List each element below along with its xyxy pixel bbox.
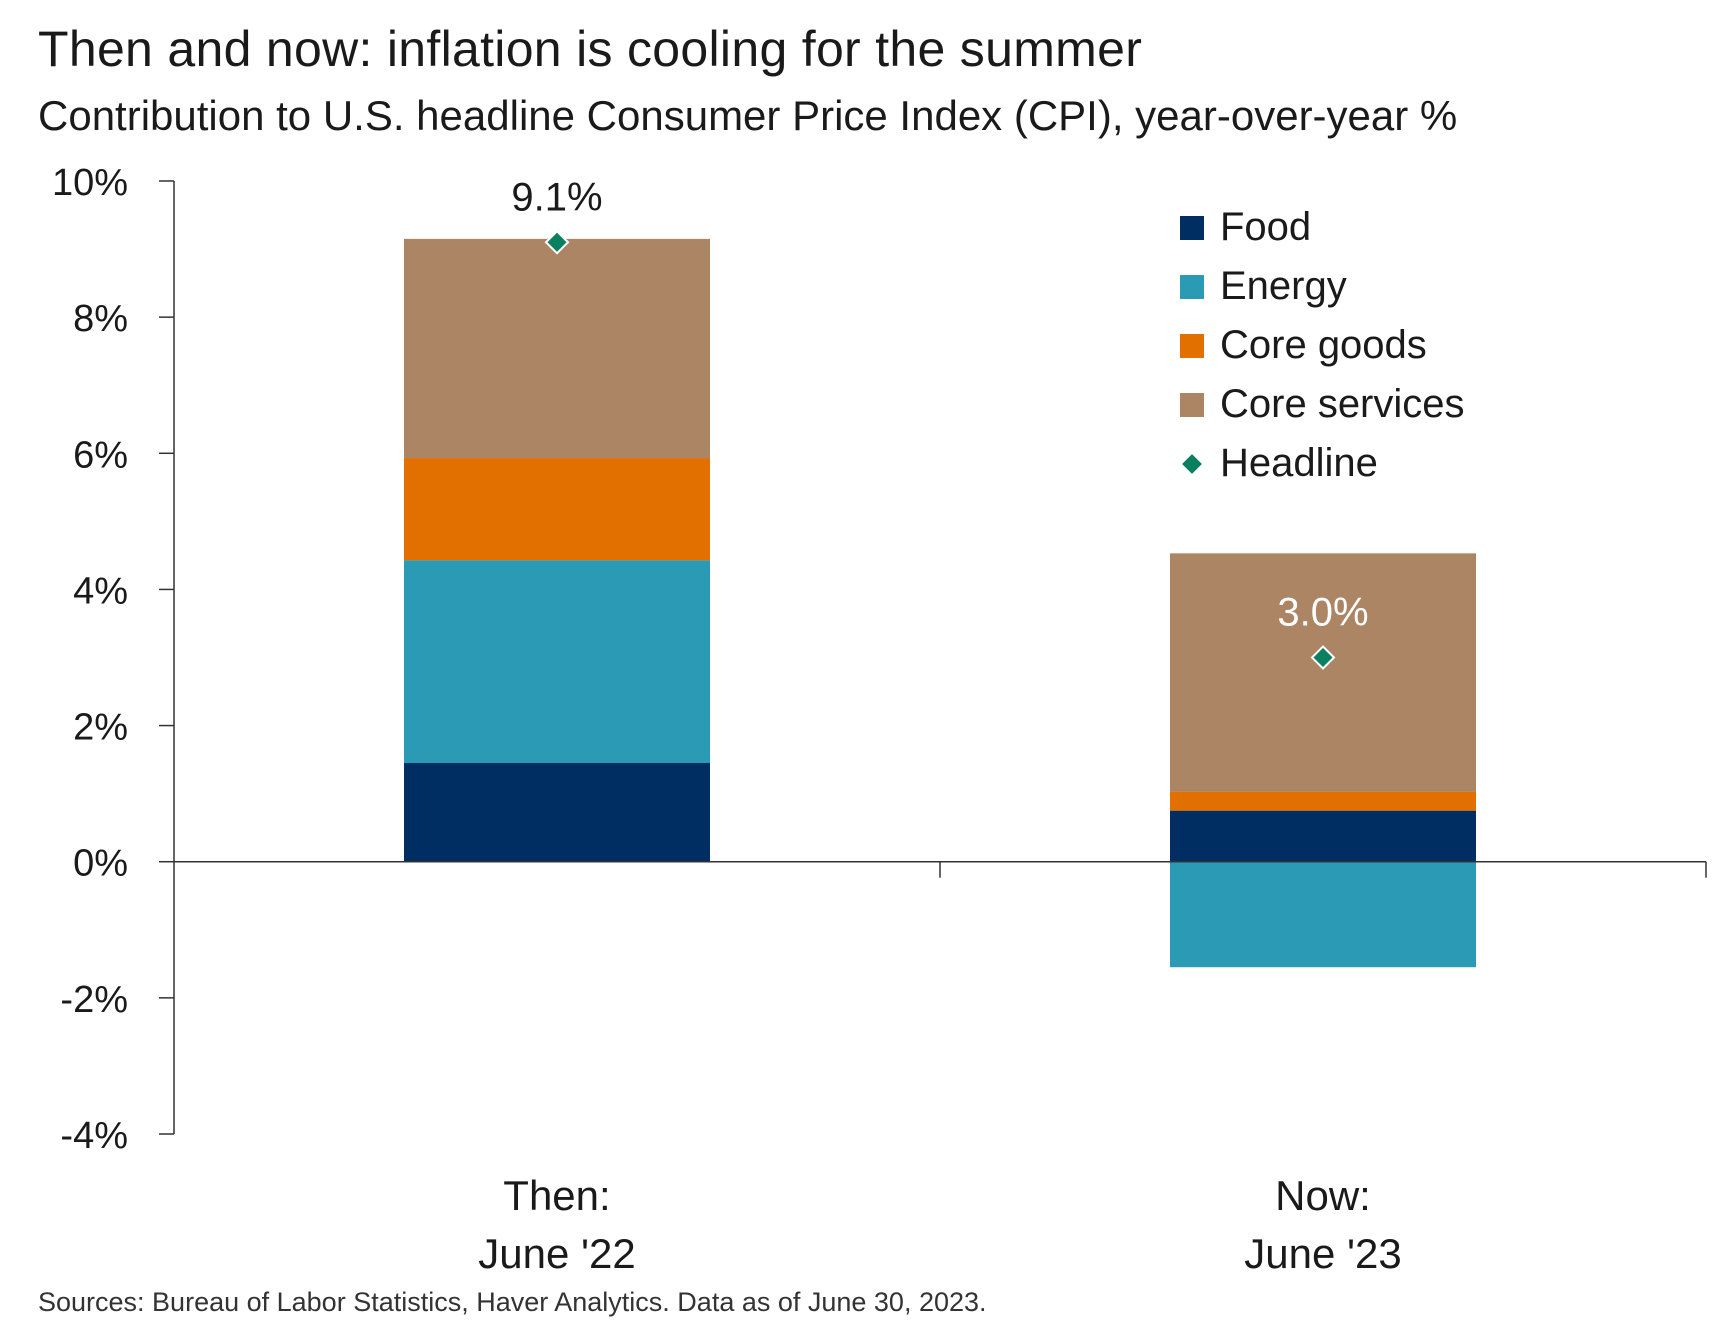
chart-subtitle: Contribution to U.S. headline Consumer P… (38, 92, 1458, 139)
chart-legend: Food Energy Core goods Core services Hea… (1180, 198, 1465, 493)
chart-title: Then and now: inflation is cooling for t… (38, 21, 1143, 77)
bar-core-services (404, 238, 710, 459)
x-category-label: June '22 (478, 1230, 635, 1277)
headline-marker (1310, 645, 1336, 670)
legend-item-headline: Headline (1180, 434, 1465, 493)
headline-marker (544, 229, 570, 255)
y-tick-label: -4% (60, 1115, 128, 1157)
bar-core-services (1170, 553, 1476, 792)
headline-data-label: 3.0% (1277, 591, 1368, 635)
bar-food (404, 763, 710, 862)
legend-diamond-headline (1182, 453, 1202, 474)
legend-label-headline: Headline (1220, 441, 1378, 485)
y-tick-label: 8% (73, 298, 128, 340)
x-category-label: Then: (503, 1172, 610, 1219)
source-note: Sources: Bureau of Labor Statistics, Hav… (38, 1287, 987, 1317)
legend-item-food: Food (1180, 198, 1465, 257)
legend-label-energy: Energy (1220, 264, 1347, 308)
x-category-label: Now: (1275, 1172, 1371, 1219)
bar-core-goods (1170, 791, 1476, 811)
y-tick-label: 2% (73, 707, 128, 749)
legend-swatch-core-services (1180, 392, 1204, 417)
legend-label-core-goods: Core goods (1220, 323, 1427, 367)
bar-food (1170, 810, 1476, 862)
y-tick-label: 10% (52, 162, 128, 204)
legend-item-energy: Energy (1180, 257, 1465, 316)
legend-label-food: Food (1220, 205, 1312, 249)
legend-swatch-energy (1180, 274, 1204, 299)
y-tick-label: 6% (73, 434, 128, 476)
y-tick-label: 0% (73, 843, 128, 885)
bar-energy (404, 560, 710, 764)
x-category-label: June '23 (1244, 1230, 1401, 1277)
bar-energy (1170, 861, 1476, 968)
legend-item-core-services: Core services (1180, 375, 1465, 434)
legend-label-core-services: Core services (1220, 382, 1465, 426)
y-tick-label: 4% (73, 570, 128, 612)
bar-core-goods (404, 458, 710, 561)
legend-swatch-food (1180, 215, 1204, 240)
legend-swatch-core-goods (1180, 333, 1204, 358)
y-tick-label: -2% (60, 979, 128, 1021)
headline-data-label: 9.1% (511, 175, 602, 219)
legend-item-core-goods: Core goods (1180, 316, 1465, 375)
